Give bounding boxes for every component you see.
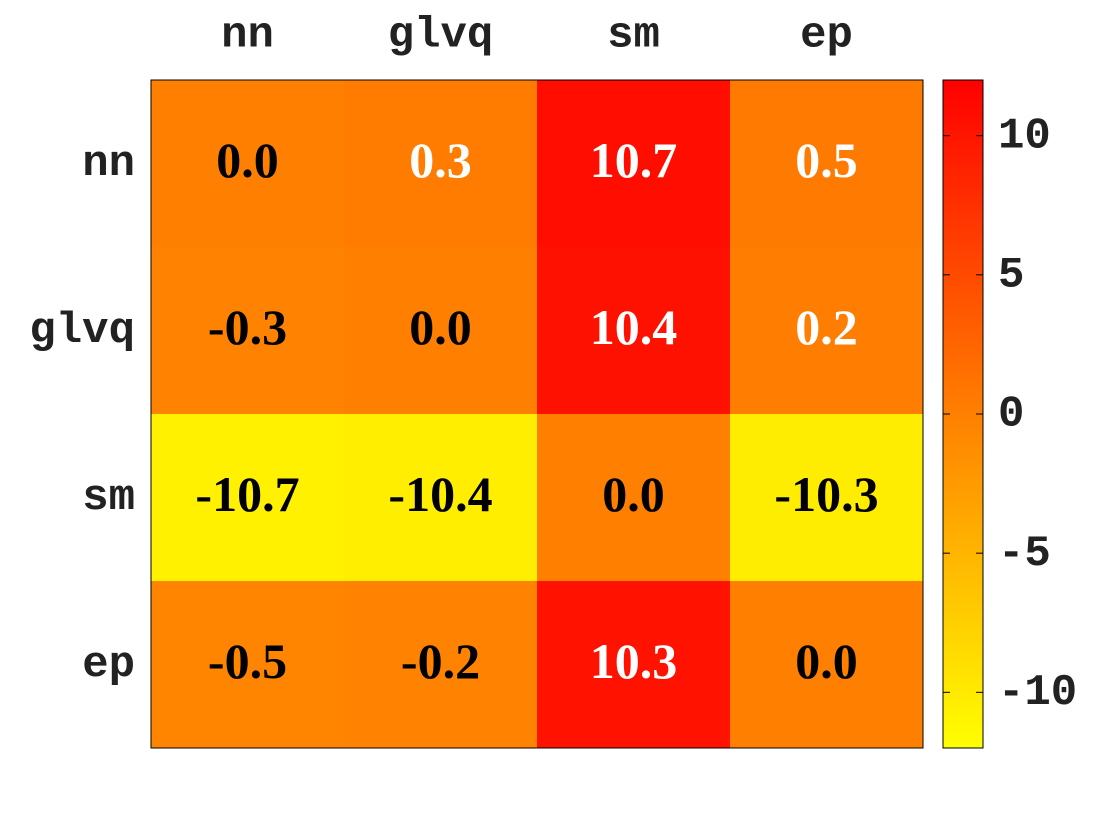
cell	[730, 414, 924, 582]
colorbar-tick-label: 0	[998, 390, 1024, 440]
cell	[151, 581, 345, 749]
value-label: -10.3	[774, 466, 878, 522]
value-label: -0.5	[208, 633, 287, 689]
cell	[344, 247, 538, 415]
cell	[730, 80, 924, 248]
x-tick-label: nn	[221, 11, 274, 61]
x-tick-label: glvq	[388, 11, 494, 61]
cell	[537, 80, 731, 248]
value-label: 0.0	[216, 132, 279, 188]
colorbar-tick-label: -5	[998, 529, 1051, 579]
colorbar-tick-label: 10	[998, 111, 1051, 161]
value-label: -10.7	[195, 466, 299, 522]
value-label: 0.5	[795, 132, 858, 188]
cell	[151, 80, 345, 248]
cell	[537, 247, 731, 415]
cell	[344, 581, 538, 749]
value-label: -0.2	[401, 633, 480, 689]
y-tick-label: ep	[82, 640, 135, 690]
value-label: 10.4	[590, 299, 678, 355]
x-tick-label: ep	[800, 11, 853, 61]
cell	[344, 414, 538, 582]
plot-frame	[150, 79, 924, 749]
value-label: 10.3	[590, 633, 678, 689]
cell	[151, 414, 345, 582]
y-tick-label: nn	[82, 139, 135, 189]
value-label: -0.3	[208, 299, 287, 355]
value-label: 0.2	[795, 299, 858, 355]
value-label: 0.0	[409, 299, 472, 355]
value-label: 0.0	[602, 466, 665, 522]
y-tick-label: sm	[82, 473, 135, 523]
colorbar-tick-label: 5	[998, 250, 1024, 300]
cell	[151, 247, 345, 415]
value-label: 0.3	[409, 132, 472, 188]
colorbar-tick-label: -10	[998, 668, 1077, 718]
value-label: -10.4	[388, 466, 492, 522]
value-label: 0.0	[795, 633, 858, 689]
value-label: 10.7	[590, 132, 678, 188]
y-tick-label: glvq	[29, 306, 135, 356]
x-tick-label: sm	[607, 11, 660, 61]
cell	[730, 581, 924, 749]
cell	[537, 414, 731, 582]
cell	[537, 581, 731, 749]
cell	[730, 247, 924, 415]
cell	[344, 80, 538, 248]
